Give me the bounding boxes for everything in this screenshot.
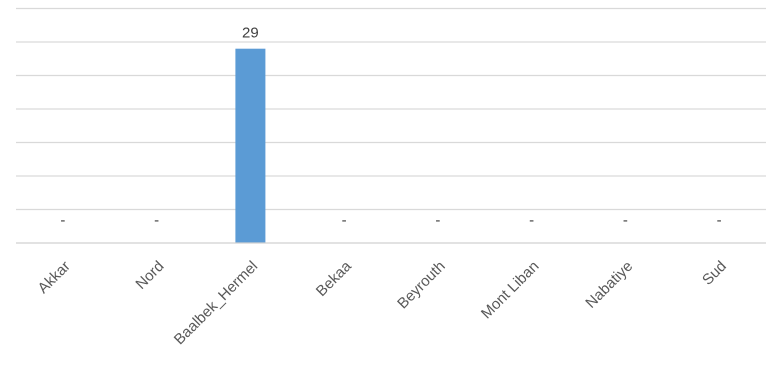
data-label-sud: - bbox=[717, 212, 722, 229]
category-label-nord: Nord bbox=[132, 258, 167, 293]
gridlines bbox=[16, 7, 766, 211]
bar-baalbek-hermel bbox=[235, 48, 266, 244]
category-label-beyrouth: Beyrouth bbox=[394, 258, 448, 312]
category-labels: Akkar Nord Baalbek_Hermel Bekaa Beyrouth Mont… bbox=[35, 257, 730, 348]
category-label-akkar: Akkar bbox=[35, 258, 74, 297]
data-labels: - - 29 - - - - - bbox=[60, 25, 721, 229]
data-label-akkar: - bbox=[60, 212, 65, 229]
data-label-baalbek-hermel: 29 bbox=[242, 25, 259, 42]
data-label-bekaa: - bbox=[342, 212, 347, 229]
category-label-baalbek-hermel: Baalbek_Hermel bbox=[171, 258, 261, 348]
category-label-bekaa: Bekaa bbox=[313, 257, 356, 300]
data-label-mont-liban: - bbox=[529, 212, 534, 229]
data-label-beyrouth: - bbox=[435, 212, 440, 229]
category-label-sud: Sud bbox=[699, 258, 730, 289]
data-label-nabatiye: - bbox=[623, 212, 628, 229]
category-label-nabatiye: Nabatiye bbox=[582, 258, 636, 312]
bars bbox=[235, 48, 266, 244]
category-label-mont-liban: Mont Liban bbox=[478, 258, 543, 323]
data-label-nord: - bbox=[154, 212, 159, 229]
